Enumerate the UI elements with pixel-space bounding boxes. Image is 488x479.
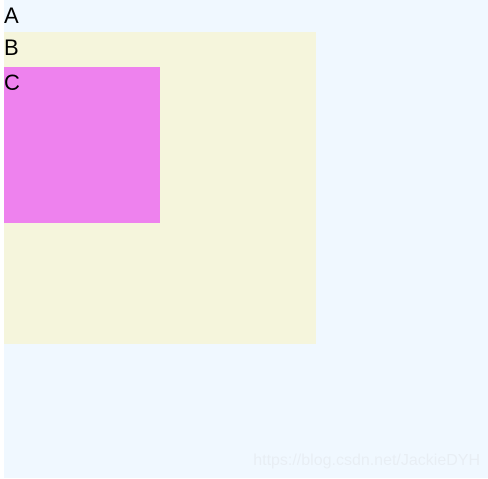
box-c: C — [4, 67, 160, 223]
box-a-label: A — [4, 3, 19, 28]
box-b: B C — [4, 32, 316, 344]
watermark-text: https://blog.csdn.net/JackieDYH — [253, 452, 480, 469]
box-c-label: C — [4, 70, 20, 95]
box-b-label: B — [4, 35, 19, 60]
box-a: A B C https://blog.csdn.net/JackieDYH — [4, 0, 488, 478]
